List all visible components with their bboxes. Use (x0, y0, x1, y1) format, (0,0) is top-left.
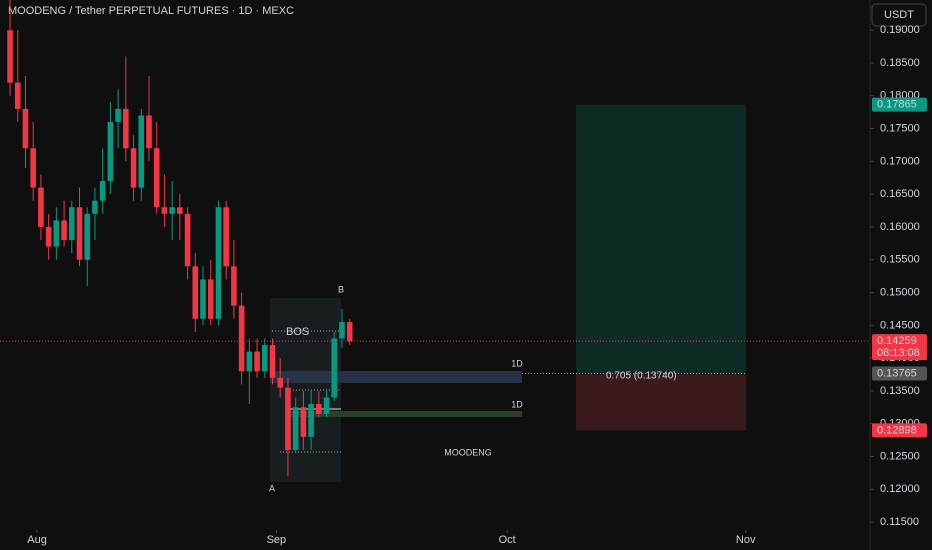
y-tick-label: 0.16500 (880, 188, 920, 200)
annotation: A (269, 483, 275, 493)
candle-body (177, 207, 183, 214)
candle-body (22, 108, 29, 149)
candle-body (115, 108, 121, 123)
fib-label: 0.705 (0.13740) (606, 371, 677, 382)
fvg-zone (290, 411, 522, 417)
candle-body (138, 115, 145, 188)
candle-body (215, 207, 222, 319)
y-tick-label: 0.15500 (880, 254, 920, 266)
x-tick-label: Aug (27, 534, 47, 546)
candle-body (68, 207, 75, 241)
chart-title: MOODENG / Tether PERPETUAL FUTURES · 1D … (8, 5, 294, 17)
candle-body (14, 82, 21, 109)
x-tick-label: Oct (499, 534, 516, 546)
candle-body (285, 387, 291, 450)
y-tick-label: 0.16000 (880, 221, 920, 233)
countdown: 08:13:08 (877, 347, 920, 359)
candle-body (246, 351, 253, 372)
y-tick-label: 0.19000 (880, 24, 920, 36)
y-tick-label: 0.13500 (880, 385, 920, 397)
annotation: B (338, 284, 344, 294)
stop-zone (576, 373, 746, 431)
price-tag-label: 0.17865 (877, 99, 917, 111)
watermark: MOODENG (444, 447, 492, 457)
candle-body (316, 404, 322, 414)
y-tick-label: 0.17000 (880, 155, 920, 167)
price-tag (872, 423, 927, 438)
annotation: BOS (286, 326, 309, 338)
candle-body (300, 407, 307, 437)
x-tick-label: Nov (736, 534, 756, 546)
candle-body (130, 148, 137, 188)
candle-body (308, 404, 314, 437)
candle-body (123, 108, 129, 149)
price-tag-label: 0.14259 (877, 335, 917, 347)
candle-body (192, 266, 199, 319)
annotation: 1D (511, 399, 523, 409)
candle-body (223, 207, 229, 267)
y-tick-label: 0.18500 (880, 57, 920, 69)
candle-body (346, 322, 353, 342)
candle-body (254, 351, 260, 372)
candle-body (45, 226, 52, 247)
candle-body (169, 207, 175, 214)
price-tag (872, 334, 927, 361)
price-tag (872, 366, 927, 381)
candle-body (61, 220, 67, 241)
candle-body (269, 345, 276, 378)
y-tick-label: 0.12500 (880, 450, 920, 462)
candle-body (7, 30, 13, 83)
candle-body (146, 115, 152, 149)
candle-body (92, 200, 98, 214)
y-tick-label: 0.14500 (880, 319, 920, 331)
candle-body (38, 187, 44, 227)
target-zone (576, 104, 746, 374)
candle-body (207, 279, 214, 319)
candle-body (76, 207, 83, 260)
price-tag (872, 97, 927, 112)
y-tick-label: 0.11500 (880, 516, 919, 528)
candle-body (292, 407, 299, 450)
candle-body (277, 377, 284, 388)
candle-body (161, 207, 168, 214)
candle-body (184, 213, 191, 267)
candle-body (99, 181, 106, 201)
price-tag-label: 0.13765 (877, 367, 917, 379)
candle-body (323, 397, 330, 414)
y-tick-label: 0.12000 (880, 483, 920, 495)
candle-body (53, 220, 60, 247)
candle-body (200, 279, 206, 319)
candle-body (238, 305, 245, 372)
candle-body (107, 122, 114, 182)
candle-body (231, 266, 237, 306)
currency[interactable]: USDT (884, 9, 914, 21)
candle-body (30, 148, 36, 188)
candle-body (153, 148, 160, 208)
price-tag-label: 0.12898 (877, 424, 917, 436)
candle-body (84, 213, 91, 260)
candle-body (261, 345, 268, 372)
currency-button[interactable] (871, 3, 927, 27)
annotation: 1D (511, 358, 523, 368)
y-tick-label: 0.15000 (880, 286, 920, 298)
candle-body (339, 322, 345, 339)
y-tick-label: 0.17500 (880, 122, 920, 134)
fvg-zone (270, 371, 522, 383)
candle-body (331, 338, 338, 398)
x-tick-label: Sep (267, 534, 287, 546)
